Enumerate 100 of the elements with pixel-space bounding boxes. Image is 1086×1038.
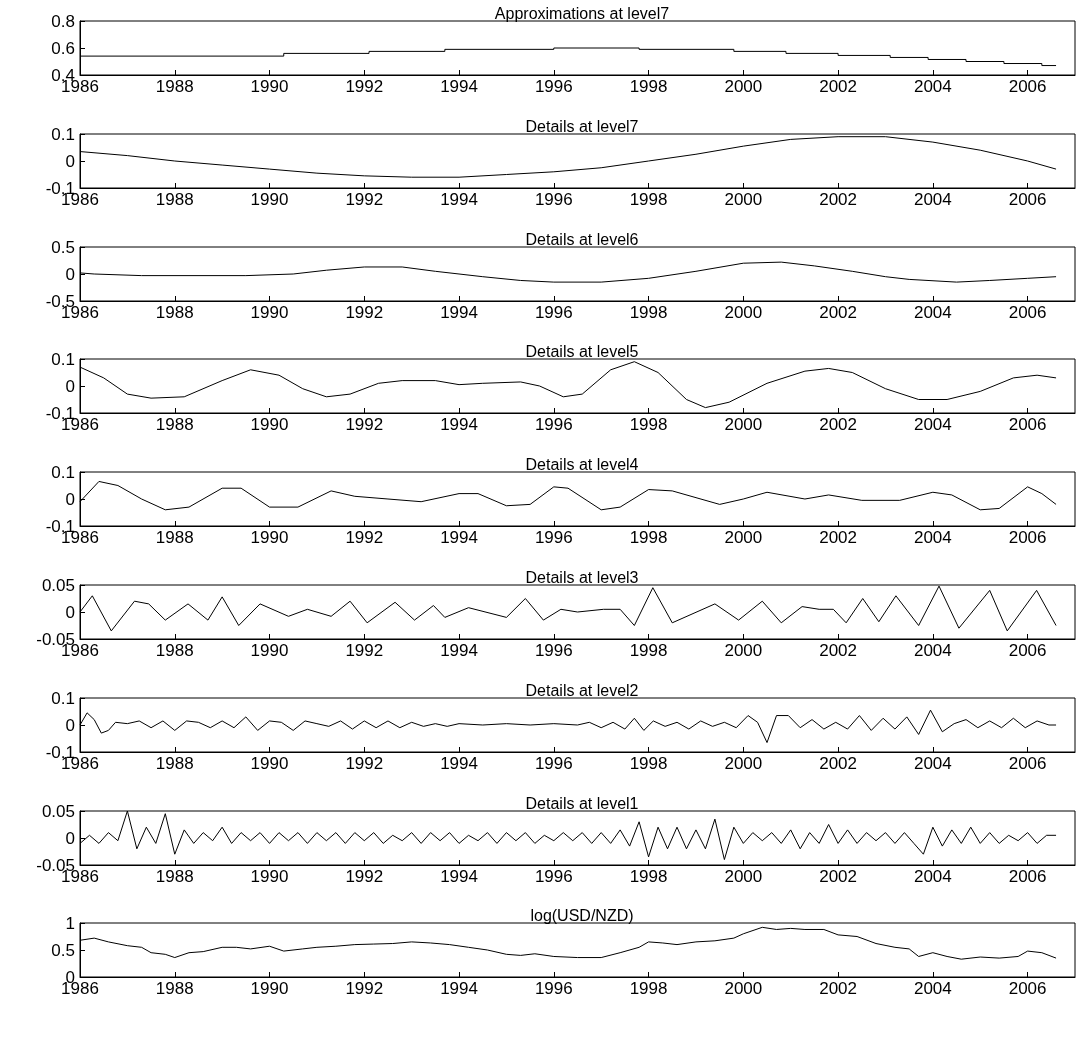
chart-title: Approximations at level7 [494, 4, 670, 22]
x-tick-label: 2002 [819, 866, 858, 886]
x-tick-label: 2006 [1008, 415, 1047, 435]
x-tick-label: 1990 [250, 641, 289, 660]
x-tick-label: 2006 [1008, 189, 1047, 209]
x-tick-label: 2006 [1008, 302, 1047, 322]
x-tick-label: 1992 [345, 77, 384, 96]
chart-title: Details at level1 [525, 794, 639, 812]
x-tick-label: 2004 [913, 415, 952, 435]
x-tick-label: 2002 [819, 753, 858, 773]
y-tick-label: 0.6 [51, 38, 75, 58]
x-tick-label: 1990 [250, 528, 289, 548]
x-tick-label: 1992 [345, 302, 384, 322]
y-tick-label: 0.05 [41, 801, 75, 821]
x-tick-label: 2004 [913, 189, 952, 209]
y-tick-label: 0 [65, 264, 75, 284]
y-tick-label: 0 [65, 828, 75, 848]
x-tick-label: 2002 [819, 528, 858, 548]
x-tick-label: 2002 [819, 979, 858, 999]
x-tick-label: 1996 [534, 979, 573, 999]
x-tick-label: 1994 [440, 415, 478, 435]
x-tick-label: 1988 [155, 77, 194, 96]
x-tick-label: 2002 [819, 641, 858, 660]
x-tick-label: 2006 [1008, 641, 1047, 660]
x-tick-label: 1996 [534, 415, 573, 435]
x-tick-label: 2006 [1008, 753, 1047, 773]
x-tick-label: 2004 [913, 528, 952, 548]
x-tick-label: 2000 [724, 77, 763, 96]
x-tick-label: 1994 [440, 979, 478, 999]
x-tick-label: 1994 [440, 528, 478, 548]
y-tick-label: 0 [65, 151, 75, 171]
y-tick-label: 0 [65, 376, 75, 396]
x-tick-label: 1996 [534, 189, 573, 209]
chart-title: Details at level2 [525, 681, 639, 699]
x-tick-label: 1996 [534, 866, 573, 886]
x-tick-label: 1992 [345, 415, 384, 435]
x-tick-label: 1988 [155, 302, 194, 322]
x-tick-label: 2006 [1008, 77, 1047, 96]
x-tick-label: 2002 [819, 77, 858, 96]
x-tick-label: 2004 [913, 302, 952, 322]
y-tick-label: 0 [65, 602, 75, 622]
x-tick-label: 1992 [345, 641, 384, 660]
x-tick-label: 1998 [629, 189, 668, 209]
x-tick-label: 1992 [345, 753, 384, 773]
chart-title: Details at level5 [525, 342, 639, 360]
x-tick-label: 2004 [913, 77, 952, 96]
x-tick-label: 1990 [250, 189, 289, 209]
y-tick-label: 0.1 [51, 688, 75, 708]
x-tick-label: 1990 [250, 77, 289, 96]
x-tick-label: 2000 [724, 302, 763, 322]
x-tick-label: 1996 [534, 302, 573, 322]
chart-title: log(USD/NZD) [530, 906, 634, 924]
x-tick-label: 1994 [440, 302, 478, 322]
x-tick-label: 1990 [250, 302, 289, 322]
x-tick-label: 2000 [724, 866, 763, 886]
y-tick-label: 0.5 [51, 237, 75, 257]
x-tick-label: 2000 [724, 189, 763, 209]
y-tick-label: 0.1 [51, 124, 75, 144]
x-tick-label: 2006 [1008, 979, 1047, 999]
x-tick-label: 2002 [819, 415, 858, 435]
y-tick-label: 0.8 [51, 11, 75, 31]
x-tick-label: 1992 [345, 866, 384, 886]
x-tick-label: 2002 [819, 302, 858, 322]
x-tick-label: 1994 [440, 641, 478, 660]
x-tick-label: 2004 [913, 753, 952, 773]
x-tick-label: 2000 [724, 528, 763, 548]
x-tick-label: 2000 [724, 641, 763, 660]
x-tick-label: 1998 [629, 528, 668, 548]
x-tick-label: 1992 [345, 528, 384, 548]
x-tick-label: 1992 [345, 189, 384, 209]
x-tick-label: 1988 [155, 189, 194, 209]
chart-title: Details at level4 [525, 455, 639, 473]
x-tick-label: 1998 [629, 979, 668, 999]
y-tick-label: 0.5 [51, 940, 75, 960]
x-tick-label: 1988 [155, 641, 194, 660]
x-tick-label: 1994 [440, 189, 478, 209]
x-tick-label: 1988 [155, 753, 194, 773]
x-tick-label: 1990 [250, 753, 289, 773]
x-tick-label: 1990 [250, 979, 289, 999]
x-tick-label: 1996 [534, 753, 573, 773]
chart-title: Details at level7 [525, 117, 639, 135]
y-tick-label: 0 [65, 715, 75, 735]
x-tick-label: 1996 [534, 528, 573, 548]
x-tick-label: 1994 [440, 753, 478, 773]
x-tick-label: 1994 [440, 77, 478, 96]
x-tick-label: 1990 [250, 866, 289, 886]
x-tick-label: 1996 [534, 77, 573, 96]
x-tick-label: 1998 [629, 77, 668, 96]
y-tick-label: 0.1 [51, 349, 75, 369]
x-tick-label: 1992 [345, 979, 384, 999]
y-tick-label: 0.05 [41, 575, 75, 595]
x-tick-label: 1998 [629, 753, 668, 773]
chart-title: Details at level6 [525, 230, 639, 248]
x-tick-label: 1998 [629, 641, 668, 660]
x-tick-label: 1990 [250, 415, 289, 435]
y-tick-label: 0 [65, 489, 75, 509]
x-tick-label: 1994 [440, 866, 478, 886]
x-tick-label: 1988 [155, 866, 194, 886]
chart-title: Details at level3 [525, 568, 639, 586]
x-tick-label: 2006 [1008, 528, 1047, 548]
